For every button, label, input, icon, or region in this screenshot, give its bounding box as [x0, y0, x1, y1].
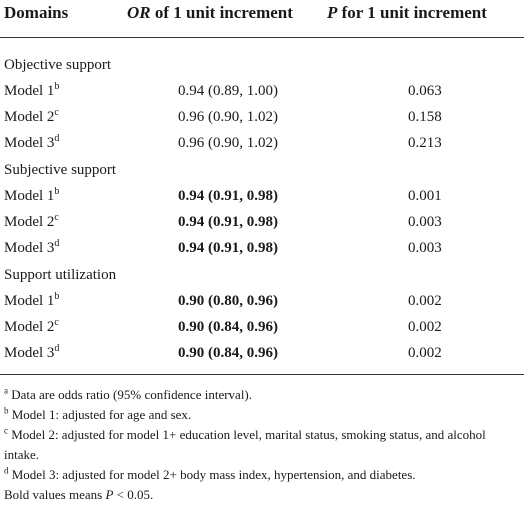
header-p: P for 1 unit increment — [327, 3, 487, 23]
row-or-value: 0.90 (0.84, 0.96) — [178, 345, 278, 361]
row-or-value: 0.94 (0.91, 0.98) — [178, 214, 278, 230]
row-p-value: 0.158 — [408, 109, 442, 125]
row-model-label: Model 1b — [4, 291, 60, 310]
row-or-value: 0.90 (0.84, 0.96) — [178, 319, 278, 335]
group-title-objective: Objective support — [4, 57, 112, 73]
row-or-value: 0.96 (0.90, 1.02) — [178, 135, 278, 151]
header-domains: Domains — [4, 3, 69, 22]
row-p-value: 0.003 — [408, 240, 442, 256]
row-p-value: 0.002 — [408, 319, 442, 335]
footnote-a: a Data are odds ratio (95% confidence in… — [4, 385, 253, 402]
row-or-value: 0.96 (0.90, 1.02) — [178, 109, 278, 125]
row-model-label: Model 3d — [4, 133, 60, 152]
table-row: Model 2c 0.96 (0.90, 1.02) 0.158 — [0, 104, 524, 130]
row-p-value: 0.213 — [408, 135, 442, 151]
group-title-subjective: Subjective support — [4, 162, 117, 178]
table-row: Model 3d 0.94 (0.91, 0.98) 0.003 — [0, 235, 524, 261]
row-p-value: 0.063 — [408, 83, 442, 99]
table-row: Model 1b 0.90 (0.80, 0.96) 0.002 — [0, 288, 524, 314]
header-or-rest: of 1 unit increment — [150, 3, 293, 22]
row-model-label: Model 3d — [4, 343, 60, 362]
row-model-label: Model 3d — [4, 238, 60, 257]
header-rule — [0, 37, 524, 38]
table-row: Model 2c 0.94 (0.91, 0.98) 0.003 — [0, 209, 524, 235]
header-p-italic: P — [327, 3, 338, 22]
row-p-value: 0.002 — [408, 293, 442, 309]
row-or-value: 0.90 (0.80, 0.96) — [178, 293, 278, 309]
row-p-value: 0.002 — [408, 345, 442, 361]
results-table: Domains OR of 1 unit increment P for 1 u… — [0, 0, 524, 375]
table-row: Model 1b 0.94 (0.89, 1.00) 0.063 — [0, 78, 524, 104]
row-p-value: 0.003 — [408, 214, 442, 230]
row-model-label: Model 1b — [4, 81, 60, 100]
row-p-value: 0.001 — [408, 188, 442, 204]
row-model-label: Model 2c — [4, 317, 59, 336]
footnote-bold-values: Bold values means P < 0.05. — [4, 487, 154, 502]
row-or-value: 0.94 (0.89, 1.00) — [178, 83, 278, 99]
footnote-d: d Model 3: adjusted for model 2+ body ma… — [4, 465, 416, 482]
table-row: Model 3d 0.90 (0.84, 0.96) 0.002 — [0, 340, 524, 366]
table-row: Model 3d 0.96 (0.90, 1.02) 0.213 — [0, 130, 524, 156]
header-or-italic: OR — [127, 3, 151, 22]
table-footnotes: a Data are odds ratio (95% confidence in… — [4, 385, 520, 505]
footnote-b: b Model 1: adjusted for age and sex. — [4, 405, 192, 422]
row-model-label: Model 2c — [4, 212, 59, 231]
row-model-label: Model 1b — [4, 186, 60, 205]
table-row: Model 1b 0.94 (0.91, 0.98) 0.001 — [0, 183, 524, 209]
table-row: Model 2c 0.90 (0.84, 0.96) 0.002 — [0, 314, 524, 340]
footnote-c: c Model 2: adjusted for model 1+ educati… — [4, 425, 486, 462]
header-or: OR of 1 unit increment — [127, 3, 293, 23]
row-or-value: 0.94 (0.91, 0.98) — [178, 188, 278, 204]
row-model-label: Model 2c — [4, 107, 59, 126]
table-header-row: Domains OR of 1 unit increment P for 1 u… — [0, 0, 524, 37]
row-or-value: 0.94 (0.91, 0.98) — [178, 240, 278, 256]
group-title-utilization: Support utilization — [4, 267, 117, 283]
header-p-rest: for 1 unit increment — [337, 3, 487, 22]
bottom-rule — [0, 374, 524, 375]
